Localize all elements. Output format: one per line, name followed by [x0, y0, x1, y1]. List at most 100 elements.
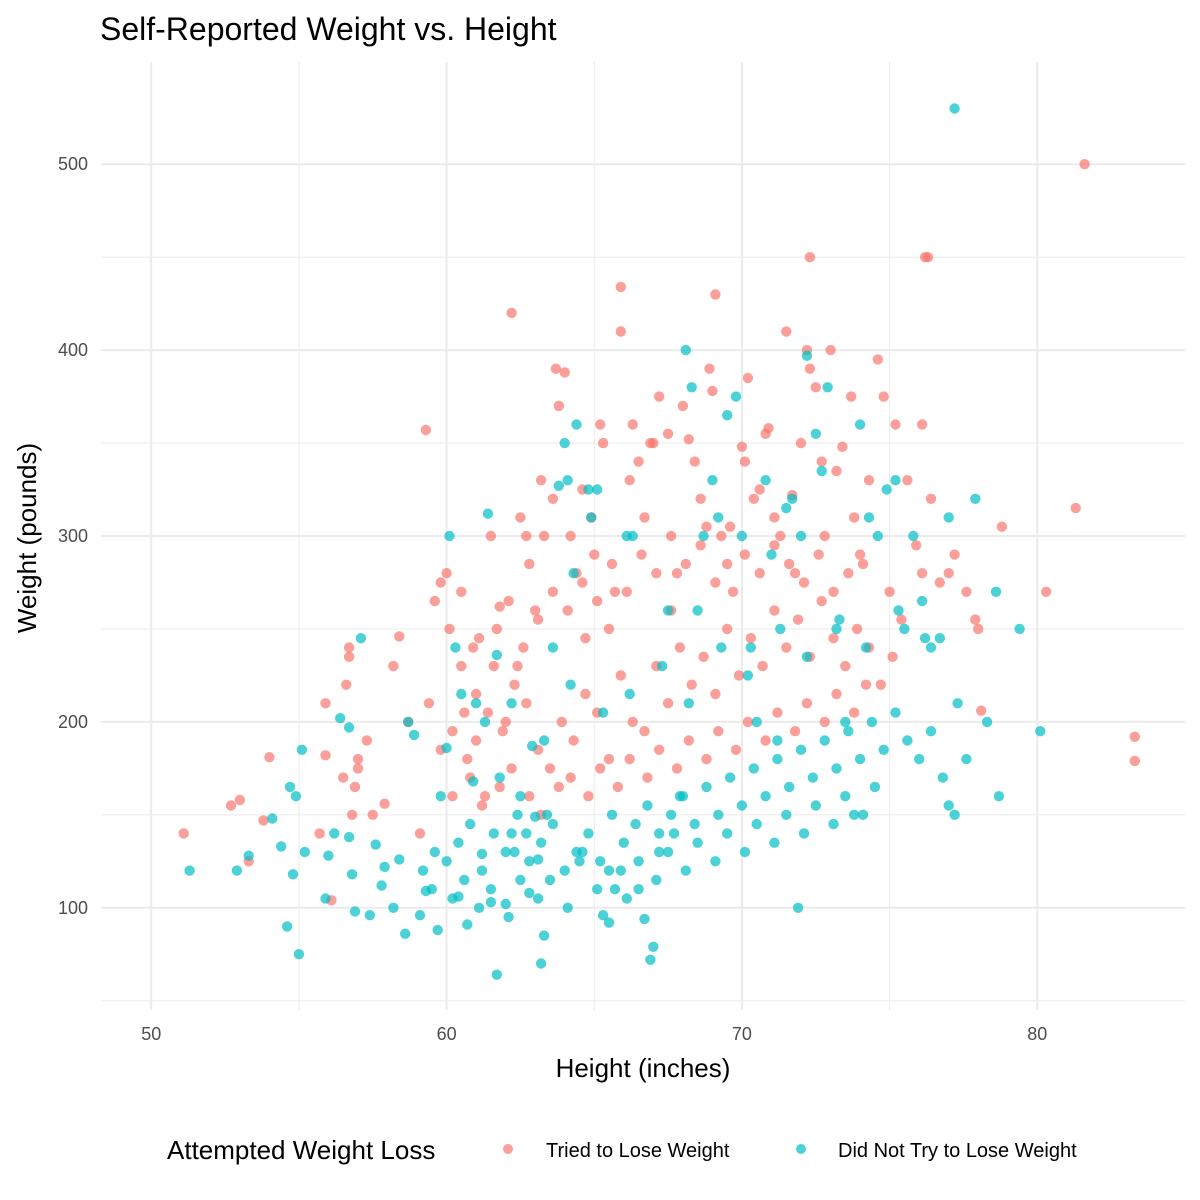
- data-point: [524, 558, 535, 570]
- data-point: [568, 735, 579, 746]
- data-point: [414, 828, 426, 839]
- data-point: [532, 854, 544, 865]
- data-point: [621, 586, 632, 597]
- data-point: [769, 540, 780, 551]
- x-tick-label: 60: [437, 1024, 457, 1044]
- data-point: [509, 846, 520, 858]
- data-point: [819, 716, 830, 728]
- data-point: [722, 410, 733, 421]
- data-point: [993, 791, 1005, 802]
- data-point: [716, 642, 727, 653]
- data-point: [290, 791, 302, 802]
- data-point: [538, 530, 550, 542]
- y-tick-label: 100: [58, 898, 88, 918]
- data-point: [524, 887, 535, 899]
- data-point: [565, 679, 576, 690]
- data-point: [751, 716, 762, 728]
- data-point: [494, 781, 505, 793]
- data-point: [736, 530, 748, 542]
- data-point: [515, 791, 526, 802]
- data-point: [488, 660, 499, 672]
- data-point: [264, 752, 275, 763]
- data-point: [654, 828, 665, 839]
- tick-labels: 50 60 70 80 100 200 300 400 500: [58, 154, 1047, 1044]
- data-point: [934, 633, 945, 644]
- legend-marker-tried: [503, 1144, 513, 1154]
- data-point: [609, 884, 621, 895]
- data-point: [462, 919, 473, 930]
- data-point: [781, 642, 792, 653]
- data-point: [538, 735, 550, 746]
- data-point: [710, 688, 721, 700]
- data-point: [299, 846, 310, 858]
- data-point: [739, 549, 751, 560]
- data-point: [627, 419, 638, 430]
- data-point: [494, 772, 505, 783]
- data-point: [863, 475, 875, 486]
- data-point: [742, 670, 754, 681]
- data-point: [178, 828, 189, 839]
- data-point: [854, 419, 866, 430]
- data-point: [772, 753, 783, 765]
- data-point: [349, 781, 361, 793]
- data-point: [872, 354, 883, 365]
- data-point: [730, 744, 742, 755]
- data-point: [671, 763, 683, 774]
- data-point: [760, 475, 771, 486]
- data-point: [834, 614, 845, 625]
- data-point: [890, 475, 901, 486]
- data-point: [724, 521, 736, 532]
- data-point: [701, 781, 712, 793]
- data-point: [320, 893, 331, 904]
- data-point: [547, 586, 559, 597]
- data-point: [875, 679, 886, 690]
- data-point: [355, 633, 367, 644]
- data-point: [376, 880, 387, 891]
- data-point: [577, 577, 588, 588]
- data-point: [854, 549, 866, 560]
- data-point: [772, 707, 783, 718]
- data-point: [828, 586, 839, 597]
- x-tick-label: 70: [732, 1024, 752, 1044]
- data-point: [689, 818, 700, 830]
- data-point: [595, 763, 606, 774]
- data-point: [370, 839, 381, 850]
- data-point: [665, 530, 677, 542]
- data-point: [338, 772, 349, 783]
- data-point: [276, 841, 287, 852]
- data-point: [556, 716, 567, 728]
- data-point: [807, 772, 818, 783]
- data-point: [804, 363, 816, 374]
- data-point: [902, 735, 913, 746]
- data-point: [739, 846, 751, 858]
- data-point: [346, 809, 358, 820]
- data-point: [754, 568, 765, 579]
- data-point: [281, 921, 293, 932]
- data-point: [441, 568, 452, 579]
- data-point: [497, 726, 508, 737]
- data-point: [665, 809, 677, 820]
- data-point: [400, 928, 411, 939]
- data-point: [878, 744, 889, 755]
- data-point: [627, 530, 638, 542]
- data-point: [597, 707, 609, 718]
- data-point: [831, 763, 842, 774]
- data-point: [736, 800, 748, 811]
- data-point: [394, 854, 405, 865]
- data-point: [654, 391, 665, 402]
- data-point: [707, 385, 718, 397]
- data-point: [612, 781, 624, 793]
- data-point: [733, 670, 745, 681]
- data-point: [677, 791, 689, 802]
- data-point: [624, 475, 635, 486]
- data-point: [840, 660, 851, 672]
- data-point: [757, 660, 768, 672]
- data-point: [872, 530, 883, 542]
- data-point: [343, 642, 355, 653]
- data-point: [465, 818, 476, 830]
- data-point: [621, 893, 632, 904]
- data-point: [884, 586, 895, 597]
- data-point: [751, 818, 762, 830]
- data-point: [970, 614, 981, 625]
- data-point: [476, 865, 488, 876]
